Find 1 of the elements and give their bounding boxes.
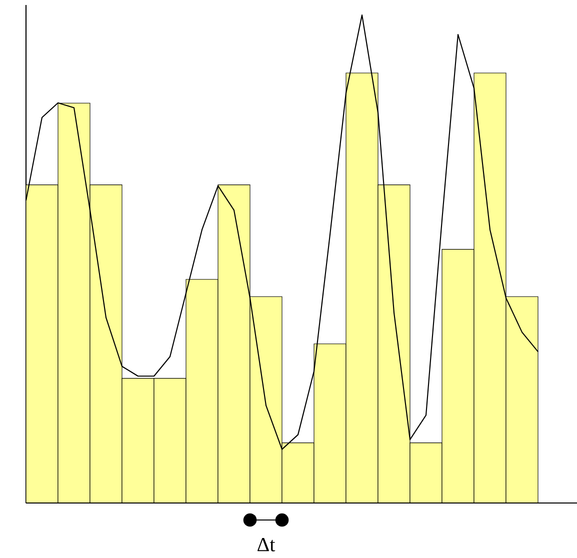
text: Δt bbox=[258, 538, 276, 552]
